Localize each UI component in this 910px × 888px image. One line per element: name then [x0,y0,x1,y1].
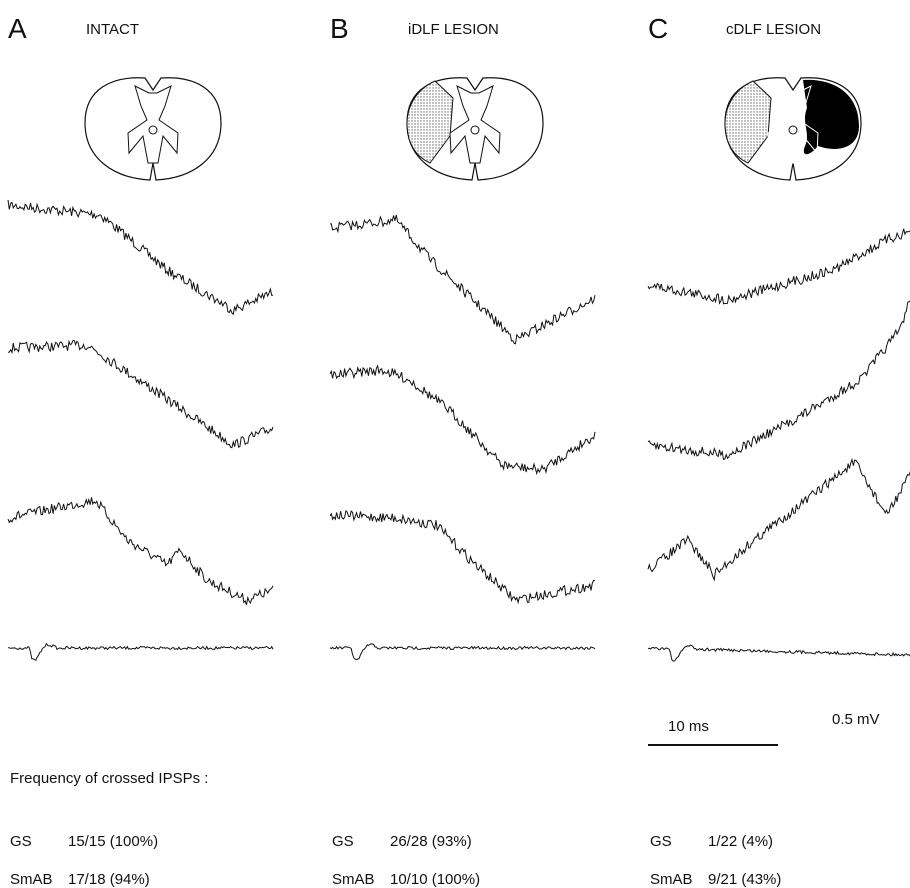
lesion-ipsi [724,80,772,164]
scale-time: 10 ms [668,718,709,735]
stat-value: 10/10 (100%) [390,871,480,888]
artifact-trace [7,642,274,661]
central-canal [148,125,158,135]
stat-muscle: GS [650,833,672,850]
scale-voltage: 0.5 mV [832,711,880,728]
panel-letter: B [330,13,349,44]
panel-letter: C [648,13,668,44]
footer: Frequency of crossed IPSPs : [10,770,208,787]
trace [330,214,596,345]
gray-matter [449,85,501,164]
stat-value: 1/22 (4%) [708,833,773,850]
artifact-trace [647,644,910,662]
stat-value: 17/18 (94%) [68,871,150,888]
trace [329,364,596,476]
trace [7,199,274,316]
trace [647,300,910,461]
central-canal [470,125,480,135]
stat-value: 26/28 (93%) [390,833,472,850]
gray-matter [767,85,819,164]
stat-muscle: SmAB [650,871,693,888]
stat-muscle: GS [10,833,32,850]
trace [647,457,910,582]
artifact-trace [329,643,596,661]
panel-letter: A [8,13,27,44]
stat-muscle: GS [332,833,354,850]
trace [647,228,910,305]
lesion-ipsi [406,80,454,164]
trace [7,339,274,449]
lesion-contra [803,79,859,155]
stat-muscle: SmAB [332,871,375,888]
stat-value: 9/21 (43%) [708,871,781,888]
panel-title: cDLF LESION [726,21,821,38]
trace [7,497,274,605]
trace [329,509,596,605]
gray-matter [127,85,179,164]
panel-title: INTACT [86,21,139,38]
central-canal [788,125,798,135]
panel-title: iDLF LESION [408,21,499,38]
stat-value: 15/15 (100%) [68,833,158,850]
stat-muscle: SmAB [10,871,53,888]
